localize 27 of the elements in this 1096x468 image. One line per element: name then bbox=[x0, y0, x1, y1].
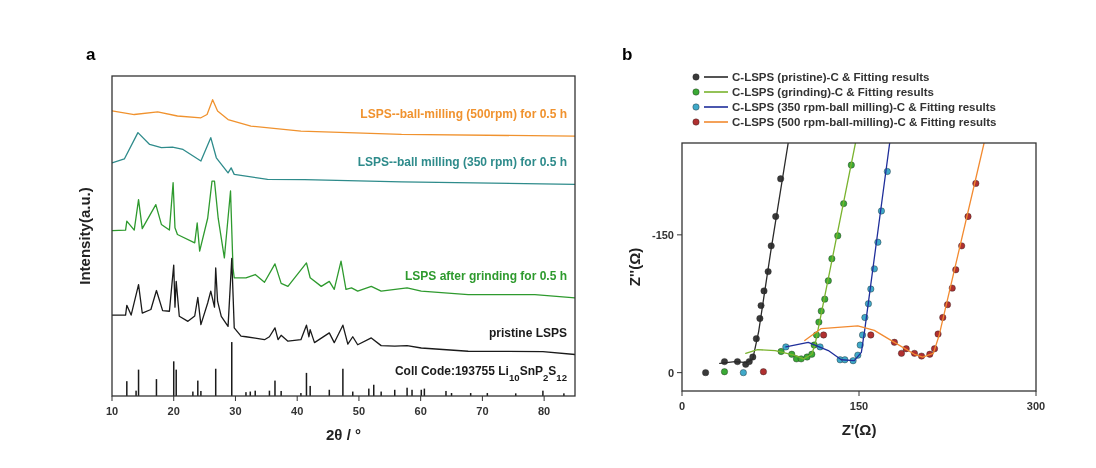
x-axis-title: 2θ / ° bbox=[326, 426, 361, 443]
x-tick-label: 30 bbox=[229, 405, 242, 417]
x-tick-label: 20 bbox=[167, 405, 180, 417]
x-tick-label: 150 bbox=[849, 400, 869, 412]
y-axis-title: Z''(Ω) bbox=[626, 247, 643, 287]
x-tick-label: 40 bbox=[291, 405, 304, 417]
chart-title: b bbox=[622, 45, 633, 64]
series-label: pristine LSPS bbox=[488, 325, 567, 340]
legend-label: C-LSPS (350 rpm-ball milling)-C & Fitting results bbox=[732, 101, 996, 113]
y-tick-label: -150 bbox=[651, 228, 674, 241]
series-label: Coll Code:193755 Li$_{10}$SnP$_{2}$S$_{12}$ bbox=[394, 364, 567, 383]
chart-title: a bbox=[86, 45, 96, 64]
x-tick-label: 50 bbox=[352, 405, 366, 417]
legend-label: C-LSPS (grinding)-C & Fitting results bbox=[732, 86, 934, 98]
x-tick-label: 0 bbox=[678, 400, 686, 412]
series-label: LSPS--ball-milling (500rpm) for 0.5 h bbox=[360, 107, 567, 122]
x-tick-label: 80 bbox=[538, 405, 551, 417]
x-tick-label: 10 bbox=[105, 405, 119, 417]
legend-label: C-LSPS (500 rpm-ball-milling)-C & Fitting results bbox=[732, 116, 997, 128]
x-tick-label: 70 bbox=[476, 405, 489, 417]
series-label: LSPS after grinding for 0.5 h bbox=[404, 268, 567, 283]
x-axis-title: Z'(Ω) bbox=[841, 421, 877, 438]
x-tick-label: 300 bbox=[1026, 400, 1046, 412]
series-label: LSPS--ball milling (350 rpm) for 0.5 h bbox=[357, 155, 567, 170]
y-axis-title: Intensity(a.u.) bbox=[76, 187, 93, 285]
x-tick-label: 60 bbox=[414, 405, 427, 417]
legend-label: C-LSPS (pristine)-C & Fitting results bbox=[732, 71, 930, 83]
